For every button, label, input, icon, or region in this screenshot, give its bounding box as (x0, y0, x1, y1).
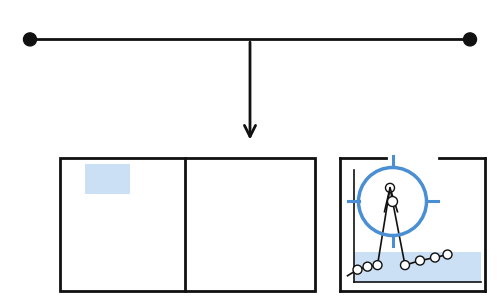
Bar (60, 158, 315, 291)
Ellipse shape (443, 250, 452, 259)
Ellipse shape (363, 262, 372, 271)
Ellipse shape (400, 261, 409, 270)
Bar (85, 164, 130, 194)
Ellipse shape (386, 183, 394, 192)
Bar (354, 252, 481, 282)
Ellipse shape (373, 261, 382, 270)
Ellipse shape (353, 265, 362, 274)
Ellipse shape (388, 196, 398, 207)
Ellipse shape (430, 253, 440, 262)
Ellipse shape (464, 33, 476, 46)
Ellipse shape (24, 33, 36, 46)
Ellipse shape (416, 256, 424, 265)
